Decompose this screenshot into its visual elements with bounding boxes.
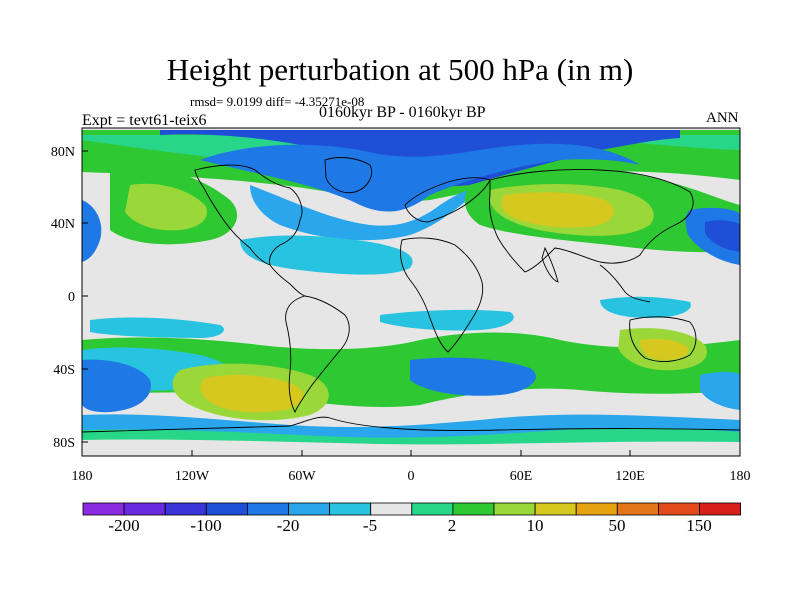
- coast-africa: [399, 237, 484, 353]
- colorbar-label: -5: [363, 516, 377, 535]
- field-tropic-cyan-left: [90, 317, 224, 338]
- lat-label-0: 0: [68, 290, 75, 305]
- field-antarctic-neutral: [82, 439, 740, 456]
- colorbar-swatch: [411, 502, 454, 516]
- field-south-indian-blue: [410, 357, 536, 396]
- lat-label-80n: 80N: [51, 145, 75, 160]
- coast-south-america: [285, 295, 350, 414]
- lon-label-180w: 180: [72, 469, 93, 484]
- lat-label-80s: 80S: [53, 436, 75, 451]
- lon-label-60e: 60E: [510, 469, 533, 484]
- coast-southeast-asia: [599, 264, 651, 303]
- colorbar-labels: -200 -100 -20 -5 2 10 50 150: [108, 516, 711, 535]
- field-layer: [82, 128, 740, 456]
- coast-antarctica: [82, 416, 740, 433]
- colorbar-swatch: [699, 502, 741, 516]
- colorbar-label: -20: [277, 516, 300, 535]
- colorbar-swatch: [616, 502, 659, 516]
- plot-title: Height perturbation at 500 hPa (in m): [166, 52, 634, 87]
- lon-axis: 180 120W 60W 0 60E 120E 180: [72, 450, 751, 484]
- lon-label-0: 0: [408, 469, 415, 484]
- colorbar-swatch: [82, 502, 125, 516]
- field-south-australia-gold: [640, 338, 689, 360]
- lon-label-60w: 60W: [288, 469, 316, 484]
- lon-label-180e: 180: [730, 469, 751, 484]
- colorbar-swatch: [246, 502, 289, 516]
- colorbar-label: -200: [108, 516, 139, 535]
- coast-greenland: [324, 157, 373, 194]
- experiment-label: Expt = tevt61-teix6: [82, 112, 207, 129]
- stats-line: rmsd= 9.0199 diff= -4.35271e-08: [190, 94, 365, 109]
- field-natlantic-cyan: [240, 235, 413, 275]
- colorbar-swatch: [452, 502, 495, 516]
- field-eurasia-gold: [501, 192, 614, 228]
- field-tropic-cyan-right: [600, 296, 691, 318]
- colorbar-label: 2: [448, 516, 457, 535]
- lat-label-40n: 40N: [51, 217, 75, 232]
- field-south-farright-blue: [700, 371, 740, 410]
- field-eastpacific-darkblue: [705, 220, 740, 252]
- colorbar-swatch: [493, 502, 536, 516]
- season-label: ANN: [706, 110, 739, 126]
- colorbar-swatch: [658, 502, 700, 516]
- colorbar-swatch: [534, 502, 577, 516]
- field-npacific-yellow: [125, 183, 208, 231]
- colorbar-label: 50: [609, 516, 626, 535]
- coast-central-america: [269, 264, 306, 297]
- colorbar-swatch: [205, 502, 248, 516]
- colorbar-swatch: [370, 502, 413, 516]
- colorbar-swatch: [329, 502, 372, 516]
- colorbar-label: -100: [190, 516, 221, 535]
- colorbar-label: 10: [527, 516, 544, 535]
- field-tropic-cyan-mid: [380, 309, 514, 331]
- colorbar-swatch: [575, 502, 618, 516]
- colorbar-label: 150: [686, 516, 712, 535]
- coast-india: [541, 246, 559, 283]
- period-label: 0160kyr BP - 0160kyr BP: [319, 104, 486, 121]
- coastlines: [82, 157, 740, 433]
- lat-axis: 80N 40N 0 40S 80S: [51, 145, 88, 451]
- field-arctic-blue-light: [200, 143, 640, 212]
- lon-label-120e: 120E: [615, 469, 645, 484]
- coast-europe: [404, 177, 491, 223]
- coast-north-america: [194, 164, 303, 266]
- field-arctic-cyan: [250, 185, 480, 241]
- colorbar-swatch: [288, 502, 330, 516]
- field-south-gold-core: [200, 374, 304, 413]
- colorbar-swatch: [164, 502, 207, 516]
- field-westpacific-blue: [82, 200, 102, 262]
- coast-asia: [489, 169, 694, 273]
- colorbar: [82, 502, 741, 516]
- field-south-pacific-blue: [82, 359, 151, 413]
- lat-label-40s: 40S: [53, 363, 75, 378]
- lon-label-120w: 120W: [175, 469, 210, 484]
- colorbar-swatch: [123, 502, 166, 516]
- coast-australia: [629, 316, 697, 362]
